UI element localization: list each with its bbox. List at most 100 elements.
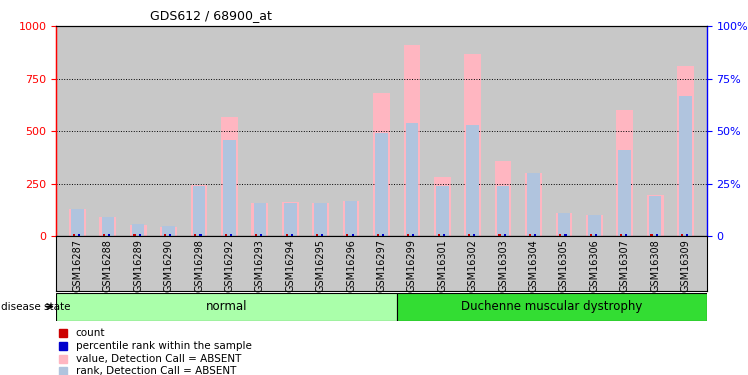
Bar: [377, 234, 379, 236]
Bar: [382, 234, 384, 236]
Text: percentile rank within the sample: percentile rank within the sample: [76, 341, 252, 351]
Text: rank, Detection Call = ABSENT: rank, Detection Call = ABSENT: [76, 366, 236, 375]
Bar: [527, 173, 540, 236]
Bar: [260, 234, 263, 236]
Bar: [138, 234, 141, 236]
Bar: [164, 234, 166, 236]
Text: GSM16305: GSM16305: [559, 239, 569, 292]
Bar: [345, 201, 358, 236]
Bar: [595, 234, 597, 236]
Text: GSM16306: GSM16306: [589, 239, 599, 292]
Text: normal: normal: [206, 300, 248, 313]
Bar: [558, 213, 570, 236]
Text: GDS612 / 68900_at: GDS612 / 68900_at: [150, 9, 272, 22]
Bar: [436, 186, 449, 236]
Bar: [434, 177, 450, 236]
Bar: [194, 234, 197, 236]
Bar: [191, 185, 207, 236]
Bar: [221, 117, 238, 236]
Bar: [169, 234, 171, 236]
Bar: [677, 66, 694, 236]
Bar: [497, 186, 509, 236]
Bar: [223, 140, 236, 236]
Bar: [71, 209, 84, 236]
Bar: [556, 213, 572, 236]
Text: GSM16297: GSM16297: [376, 239, 387, 292]
Bar: [230, 234, 232, 236]
Bar: [625, 234, 628, 236]
Bar: [321, 234, 323, 236]
Bar: [473, 234, 475, 236]
Bar: [465, 54, 481, 236]
Text: GSM16302: GSM16302: [468, 239, 478, 292]
Bar: [651, 234, 652, 236]
Text: GSM16299: GSM16299: [407, 239, 417, 292]
Text: GSM16301: GSM16301: [438, 239, 447, 292]
Text: GSM16303: GSM16303: [498, 239, 508, 292]
Bar: [284, 202, 296, 236]
Bar: [99, 217, 116, 236]
Bar: [405, 123, 418, 236]
Bar: [133, 234, 135, 236]
Bar: [56, 292, 397, 321]
Bar: [102, 217, 114, 236]
Bar: [286, 234, 288, 236]
Bar: [588, 215, 601, 236]
Bar: [586, 215, 603, 236]
Bar: [619, 150, 631, 236]
Bar: [373, 93, 390, 236]
Bar: [162, 226, 175, 236]
Bar: [251, 202, 269, 236]
Text: GSM16295: GSM16295: [316, 239, 325, 292]
Bar: [316, 234, 318, 236]
Bar: [73, 234, 75, 236]
Bar: [397, 292, 707, 321]
Bar: [681, 234, 683, 236]
Bar: [254, 202, 266, 236]
Text: GSM16307: GSM16307: [620, 239, 630, 292]
Text: GSM16293: GSM16293: [255, 239, 265, 292]
Bar: [352, 234, 354, 236]
Bar: [224, 234, 227, 236]
Bar: [103, 234, 105, 236]
Bar: [620, 234, 622, 236]
Bar: [616, 110, 633, 236]
Bar: [412, 234, 414, 236]
Bar: [467, 125, 479, 236]
Bar: [529, 234, 531, 236]
Bar: [314, 202, 327, 236]
Bar: [468, 234, 470, 236]
Text: GSM16290: GSM16290: [164, 239, 174, 292]
Text: GSM16296: GSM16296: [346, 239, 356, 292]
Bar: [200, 234, 202, 236]
Bar: [525, 173, 542, 236]
Bar: [108, 234, 111, 236]
Bar: [160, 227, 177, 236]
Bar: [132, 224, 144, 236]
Bar: [649, 196, 661, 236]
Text: disease state: disease state: [1, 302, 70, 312]
Bar: [679, 96, 692, 236]
Bar: [647, 195, 663, 236]
Text: Duchenne muscular dystrophy: Duchenne muscular dystrophy: [462, 300, 643, 313]
Bar: [407, 234, 409, 236]
Bar: [589, 234, 592, 236]
Bar: [503, 234, 506, 236]
Text: GSM16308: GSM16308: [650, 239, 660, 292]
Bar: [375, 134, 387, 236]
Text: count: count: [76, 328, 105, 339]
Text: GSM16309: GSM16309: [681, 239, 690, 292]
Bar: [255, 234, 257, 236]
Bar: [655, 234, 657, 236]
Text: value, Detection Call = ABSENT: value, Detection Call = ABSENT: [76, 354, 241, 364]
Bar: [78, 234, 80, 236]
Bar: [282, 202, 298, 236]
Text: GSM16289: GSM16289: [133, 239, 143, 292]
Bar: [313, 202, 329, 236]
Bar: [534, 234, 536, 236]
Text: GSM16304: GSM16304: [529, 239, 539, 292]
Bar: [291, 234, 292, 236]
Bar: [565, 234, 566, 236]
Bar: [193, 186, 205, 236]
Bar: [69, 209, 86, 236]
